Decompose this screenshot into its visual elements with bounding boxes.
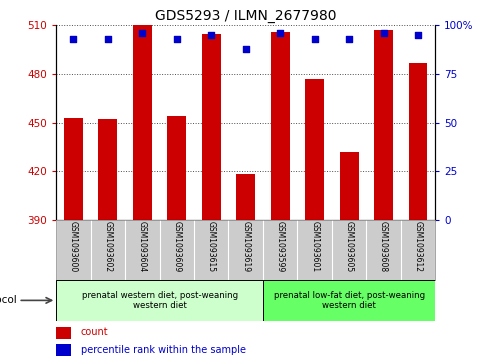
Bar bbox=[56, 280, 263, 321]
Point bbox=[138, 30, 146, 36]
Bar bbox=[236, 174, 255, 220]
Text: GSM1093615: GSM1093615 bbox=[206, 221, 215, 273]
Text: GSM1093619: GSM1093619 bbox=[241, 221, 250, 273]
Bar bbox=[270, 32, 289, 220]
Bar bbox=[305, 79, 324, 220]
Text: prenatal low-fat diet, post-weaning
western diet: prenatal low-fat diet, post-weaning west… bbox=[273, 291, 424, 310]
Text: GSM1093612: GSM1093612 bbox=[413, 221, 422, 272]
Point bbox=[310, 36, 318, 42]
Point bbox=[379, 30, 386, 36]
Point bbox=[173, 36, 181, 42]
Point bbox=[242, 46, 249, 52]
Title: GDS5293 / ILMN_2677980: GDS5293 / ILMN_2677980 bbox=[155, 9, 336, 23]
Text: GSM1093600: GSM1093600 bbox=[69, 221, 78, 273]
Bar bbox=[167, 116, 186, 220]
Bar bbox=[339, 152, 358, 220]
Text: GSM1093609: GSM1093609 bbox=[172, 221, 181, 273]
Point bbox=[104, 36, 112, 42]
Bar bbox=[407, 63, 427, 220]
Bar bbox=[56, 344, 71, 356]
Text: GSM1093599: GSM1093599 bbox=[275, 221, 284, 273]
Point bbox=[413, 32, 421, 38]
Text: GSM1093601: GSM1093601 bbox=[309, 221, 319, 273]
Text: prenatal western diet, post-weaning
western diet: prenatal western diet, post-weaning west… bbox=[81, 291, 237, 310]
Point bbox=[69, 36, 77, 42]
Point bbox=[207, 32, 215, 38]
Text: GSM1093602: GSM1093602 bbox=[103, 221, 112, 273]
Text: GSM1093608: GSM1093608 bbox=[378, 221, 387, 273]
Bar bbox=[202, 33, 220, 220]
Bar bbox=[373, 30, 392, 220]
Bar bbox=[263, 280, 434, 321]
Text: GSM1093604: GSM1093604 bbox=[138, 221, 146, 273]
Point bbox=[345, 36, 352, 42]
Bar bbox=[133, 25, 152, 220]
Bar bbox=[56, 327, 71, 339]
Point bbox=[276, 30, 284, 36]
Text: percentile rank within the sample: percentile rank within the sample bbox=[81, 345, 245, 355]
Text: count: count bbox=[81, 327, 108, 338]
Bar bbox=[98, 119, 117, 220]
Text: GSM1093605: GSM1093605 bbox=[344, 221, 353, 273]
Bar bbox=[64, 118, 83, 220]
Text: protocol: protocol bbox=[0, 295, 17, 305]
